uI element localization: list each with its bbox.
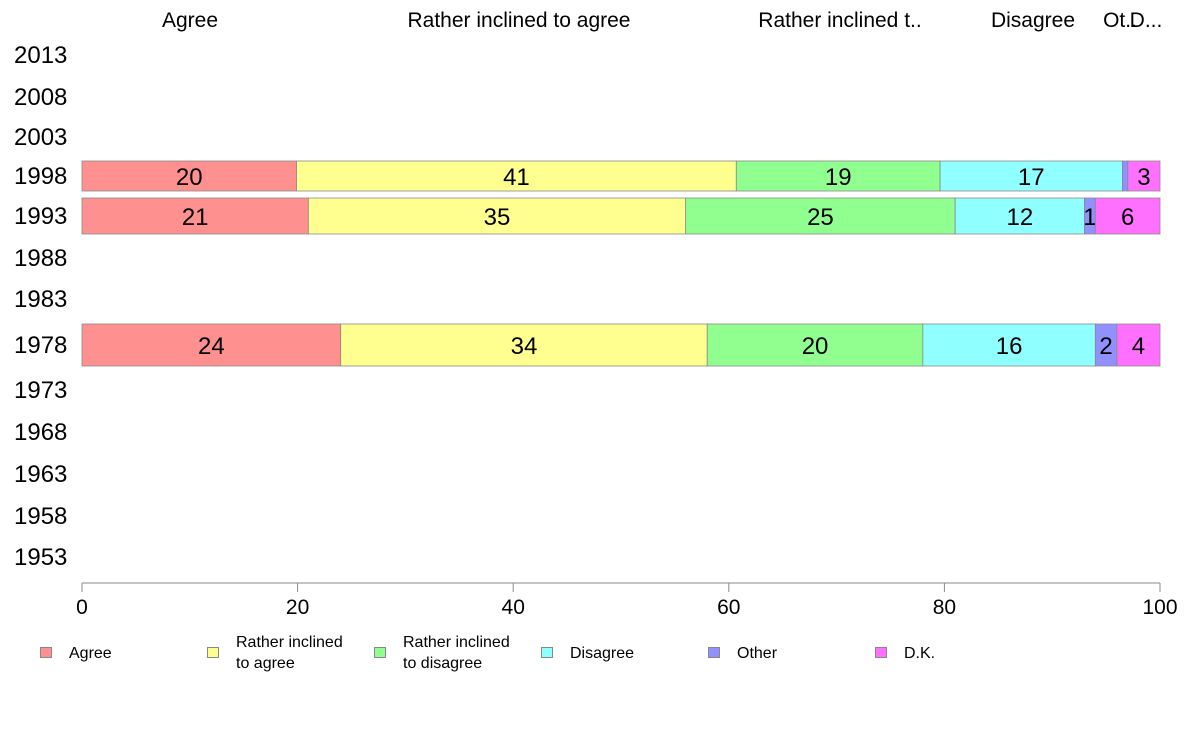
data-label-1978-0: 24 [198, 333, 225, 360]
data-label-1998-2: 19 [825, 164, 852, 191]
data-label-1998-5: 3 [1137, 164, 1150, 191]
x-tick-label-60: 60 [717, 596, 740, 619]
column-header-3: Disagree [991, 9, 1075, 32]
bar-1998-other [1122, 160, 1129, 192]
column-headers: Agree Rather inclined to agree Rather incl… [162, 9, 1162, 32]
bar-1993-agree [81, 197, 309, 235]
bar-1978-d-k- [1116, 323, 1161, 367]
y-label-2013: 2013 [14, 42, 67, 69]
legend-swatch-3 [541, 647, 553, 658]
legend-swatch-0 [40, 647, 52, 658]
x-tick-label-0: 0 [76, 596, 88, 619]
bar-1998-rather-inclined-to-agree [296, 160, 737, 192]
legend: Agree Rather inclined to agree Rather incl… [0, 634, 1188, 684]
bar-1993-rather-inclined-to-agree [307, 197, 687, 235]
legend-swatch-5 [875, 647, 887, 658]
legend-label-3: Disagree [570, 645, 635, 662]
data-label-1993-3: 12 [1007, 204, 1034, 231]
x-tick-label-40: 40 [502, 596, 525, 619]
column-header-5: D... [1130, 9, 1163, 32]
bar-1978-disagree [922, 323, 1096, 367]
y-label-2008: 2008 [14, 84, 67, 111]
data-label-1993-2: 25 [807, 204, 834, 231]
x-tick-label-80: 80 [933, 596, 956, 619]
data-label-1978-5: 4 [1132, 333, 1145, 360]
bar-1993-rather-inclined-to-disagree [685, 197, 956, 235]
y-axis-labels: 2013 2008 2003 1998 1993 1988 1983 1978 1973 1968… [14, 42, 67, 571]
x-axis: 0 20 40 60 80 100 [76, 582, 1178, 619]
bar-1993-d-k- [1094, 197, 1161, 235]
bar-1998-d-k- [1127, 160, 1161, 192]
legend-swatch-1 [207, 647, 219, 658]
column-header-2: Rather inclined t.. [758, 9, 921, 32]
legend-swatch-2 [374, 647, 386, 658]
data-label-1998-1: 41 [503, 164, 530, 191]
y-label-1978: 1978 [14, 332, 67, 359]
y-label-2003: 2003 [14, 124, 67, 151]
column-header-1: Rather inclined to agree [408, 9, 631, 32]
legend-swatch-4 [708, 647, 720, 658]
bar-1978-rather-inclined-to-disagree [706, 323, 924, 367]
y-label-1983: 1983 [14, 286, 67, 313]
data-label-1993-4: 1 [1083, 204, 1096, 231]
data-label-1993-0: 21 [182, 204, 209, 231]
legend-label-4: Other [737, 645, 778, 662]
bar-1978-agree [81, 323, 342, 367]
data-label-1998-0: 20 [176, 164, 203, 191]
legend-label-2: Rather inclined to disagree [403, 634, 510, 672]
y-label-1993: 1993 [14, 203, 67, 230]
data-label-1978-1: 34 [511, 333, 538, 360]
data-label-1978-3: 16 [996, 333, 1023, 360]
legend-label-0: Agree [69, 645, 112, 662]
data-label-1993-1: 35 [484, 204, 511, 231]
data-label-1998-3: 17 [1018, 164, 1045, 191]
data-label-1993-5: 6 [1121, 204, 1134, 231]
y-label-1968: 1968 [14, 419, 67, 446]
data-label-1978-4: 2 [1099, 333, 1112, 360]
y-label-1998: 1998 [14, 163, 67, 190]
x-tick-label-100: 100 [1142, 596, 1177, 619]
column-header-4: Ot.. [1103, 9, 1137, 32]
y-label-1953: 1953 [14, 544, 67, 571]
y-label-1988: 1988 [14, 245, 67, 272]
legend-label-5: D.K. [904, 645, 936, 662]
bar-1993-disagree [954, 197, 1085, 235]
y-label-1973: 1973 [14, 377, 67, 404]
y-label-1963: 1963 [14, 461, 67, 488]
column-header-0: Agree [162, 9, 218, 32]
bar-1978-rather-inclined-to-agree [340, 323, 708, 367]
legend-label-1: Rather inclined to agree [236, 634, 343, 672]
y-label-1958: 1958 [14, 503, 67, 530]
x-tick-label-20: 20 [286, 596, 309, 619]
data-label-1978-2: 20 [802, 333, 829, 360]
bars: 20 41 19 17 3 21 35 25 12 1 6 24 34 20 16 2 4 [81, 160, 1161, 367]
